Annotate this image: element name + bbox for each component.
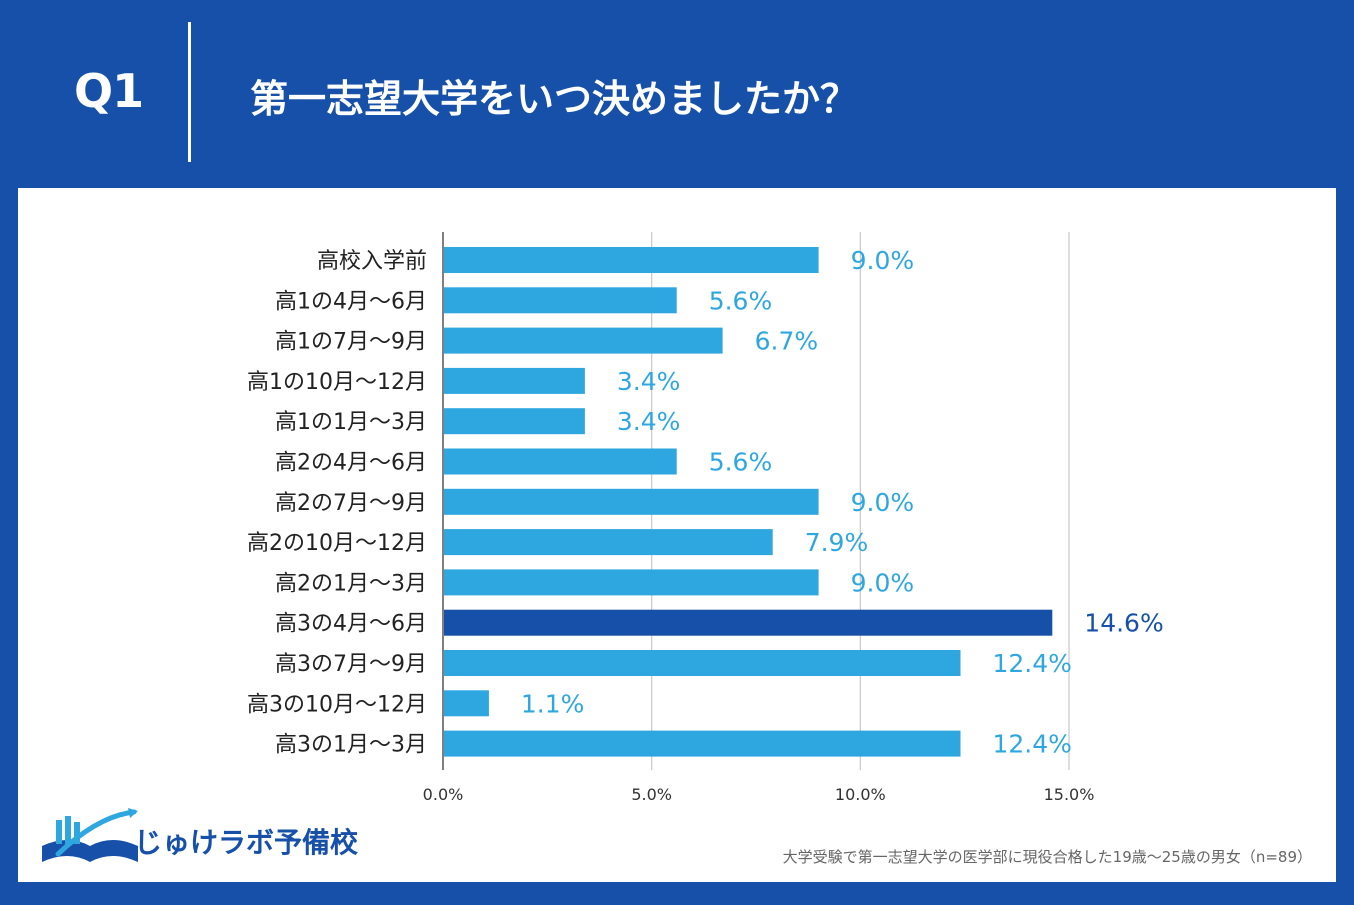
question-number: Q1 bbox=[74, 64, 144, 118]
x-tick-label: 15.0% bbox=[1044, 785, 1095, 804]
category-label: 高校入学前 bbox=[317, 249, 427, 274]
x-tick-label: 5.0% bbox=[631, 785, 672, 804]
x-tick-label: 0.0% bbox=[423, 785, 464, 804]
value-label: 5.6% bbox=[709, 286, 773, 315]
category-label: 高2の1月～3月 bbox=[275, 571, 427, 596]
value-label: 6.7% bbox=[755, 327, 819, 356]
bar bbox=[444, 569, 819, 596]
bar bbox=[444, 247, 819, 273]
bar bbox=[444, 448, 677, 475]
category-label: 高2の7月～9月 bbox=[275, 491, 427, 516]
bar bbox=[444, 488, 819, 515]
category-label: 高3の7月～9月 bbox=[275, 652, 427, 677]
value-label: 3.4% bbox=[617, 367, 681, 396]
bar bbox=[444, 690, 489, 717]
bar bbox=[444, 287, 677, 314]
category-label: 高3の10月～12月 bbox=[247, 692, 427, 717]
survey-note: 大学受験で第一志望大学の医学部に現役合格した19歳～25歳の男女（n=89） bbox=[782, 848, 1312, 866]
header-divider bbox=[188, 22, 191, 162]
value-label: 1.1% bbox=[521, 689, 585, 718]
value-label: 12.4% bbox=[992, 730, 1071, 759]
bar bbox=[444, 529, 773, 556]
value-label: 7.9% bbox=[805, 528, 869, 557]
bar bbox=[444, 650, 961, 676]
category-label: 高3の4月～6月 bbox=[275, 612, 427, 637]
header: Q1 第一志望大学をいつ決めましたか？ bbox=[0, 0, 1354, 188]
value-label: 9.0% bbox=[851, 246, 915, 275]
value-label: 3.4% bbox=[617, 407, 681, 436]
book-icon bbox=[42, 808, 138, 862]
brand-name: じゅけラボ予備校 bbox=[134, 826, 358, 859]
question-title: 第一志望大学をいつ決めましたか？ bbox=[250, 77, 859, 121]
value-label: 9.0% bbox=[851, 488, 915, 517]
value-label: 5.6% bbox=[709, 448, 773, 477]
category-label: 高3の1月～3月 bbox=[275, 733, 427, 758]
brand-logo: じゅけラボ予備校 bbox=[38, 806, 359, 870]
x-tick-label: 10.0% bbox=[835, 785, 886, 804]
category-label: 高2の10月～12月 bbox=[247, 531, 427, 556]
bar bbox=[444, 367, 585, 394]
value-label: 12.4% bbox=[992, 649, 1071, 678]
chart-card: 0.0% 5.0% 10.0% 15.0% 高校入学前 9.0% 高1の4月～6月 5.6% 高… bbox=[18, 188, 1336, 882]
category-label: 高1の4月～6月 bbox=[275, 289, 427, 314]
bar-chart: 0.0% 5.0% 10.0% 15.0% 高校入学前 9.0% 高1の4月～6月 5.6% 高… bbox=[247, 232, 1164, 804]
bar bbox=[444, 408, 585, 435]
bar bbox=[444, 327, 723, 354]
bar bbox=[444, 609, 1053, 636]
category-label: 高1の1月～3月 bbox=[275, 410, 427, 435]
category-label: 高1の7月～9月 bbox=[275, 330, 427, 355]
category-label: 高1の10月～12月 bbox=[247, 370, 427, 395]
bar bbox=[444, 730, 961, 757]
value-label: 9.0% bbox=[851, 568, 915, 597]
value-label: 14.6% bbox=[1084, 609, 1163, 638]
category-label: 高2の4月～6月 bbox=[275, 451, 427, 476]
